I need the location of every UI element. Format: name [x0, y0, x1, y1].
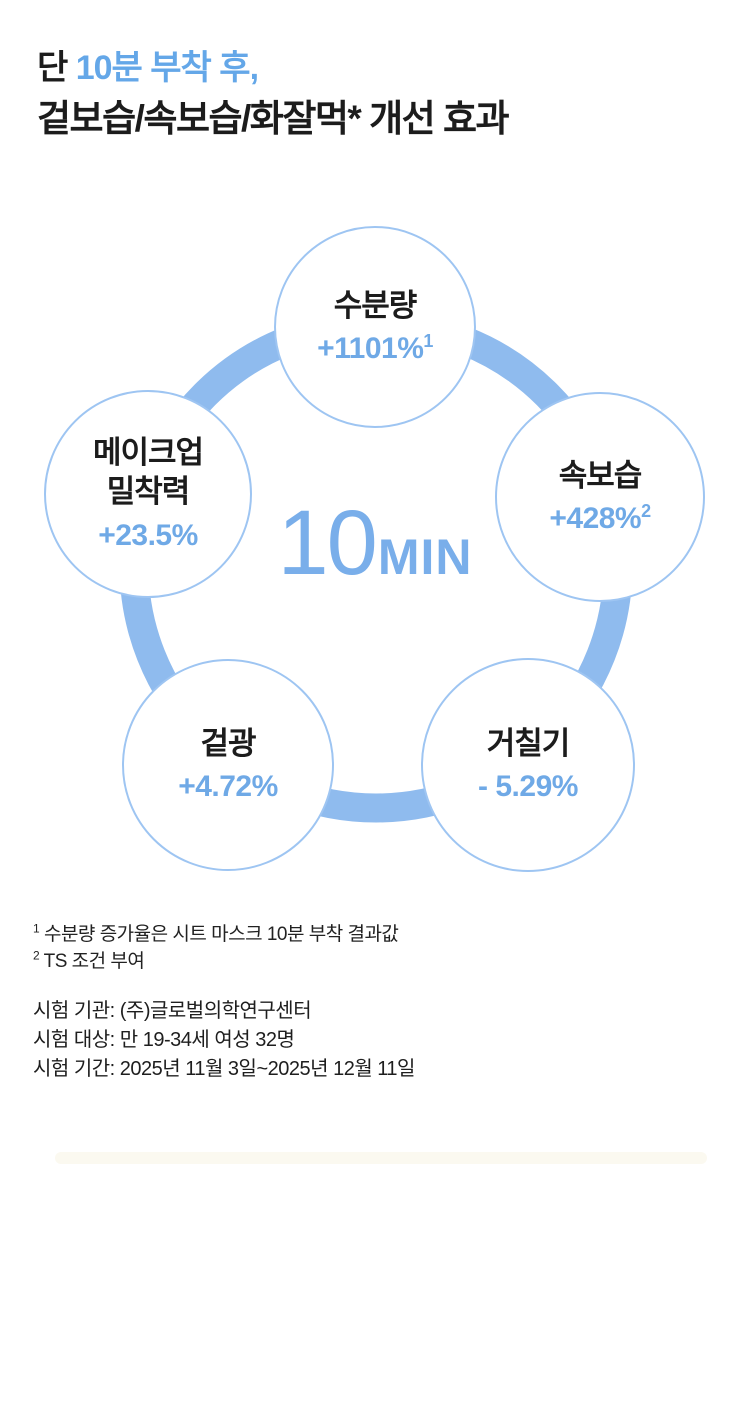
node-value: +4.72%: [178, 769, 278, 805]
test-info-period: 시험 기간: 2025년 11월 3일~2025년 12월 11일: [33, 1058, 415, 1080]
node-label: 메이크업: [92, 435, 204, 471]
node-value-text: +1101%: [317, 332, 424, 366]
node-label: 속보습: [558, 457, 643, 493]
test-info-subjects: 시험 대상: 만 19-34세 여성 32명: [33, 1029, 295, 1051]
node-value-sup: 2: [641, 501, 651, 522]
node-value: +428%2: [549, 501, 651, 537]
footnote-2-text: TS 조건 부여: [43, 951, 145, 972]
diagram-node-inner-moisture: 속보습 +428%2: [495, 392, 705, 602]
page-title: 단 10분 부착 후, 겉보습/속보습/화잘먹* 개선 효과: [37, 46, 510, 142]
node-value-sup: 1: [423, 331, 433, 352]
diagram-node-roughness: 거칠기 - 5.29%: [421, 658, 635, 872]
node-label-line2: 밀착력: [106, 474, 191, 509]
node-value: +1101%1: [317, 331, 433, 367]
test-info: 시험 기관: (주)글로벌의학연구센터 시험 대상: 만 19-34세 여성 3…: [33, 997, 415, 1084]
node-label: 겉광: [200, 725, 256, 761]
footnote-2: 2 TS 조건 부여: [33, 948, 398, 975]
node-value-text: - 5.29%: [478, 770, 578, 804]
footnotes: 1 수분량 증가율은 시트 마스크 10분 부착 결과값 2 TS 조건 부여: [33, 921, 399, 975]
faint-section-divider: [55, 1152, 707, 1164]
node-value: - 5.29%: [478, 769, 578, 805]
node-value-text: +428%: [549, 502, 642, 536]
footnote-1-marker: 1: [33, 921, 40, 936]
node-value-text: +4.72%: [178, 770, 278, 804]
duration-number: 10: [277, 492, 378, 594]
node-value: +23.5%: [98, 518, 198, 554]
diagram-node-moisture: 수분량 +1101%1: [274, 226, 476, 428]
footnote-2-marker: 2: [33, 948, 40, 963]
title-highlight: 10분 부착 후,: [75, 49, 259, 87]
test-info-institution: 시험 기관: (주)글로벌의학연구센터: [33, 1000, 312, 1022]
center-duration-label: 10 MIN: [278, 497, 473, 589]
title-line-2: 겉보습/속보습/화잘먹* 개선 효과: [37, 98, 510, 140]
duration-unit: MIN: [377, 529, 473, 585]
footnote-1-text: 수분량 증가율은 시트 마스크 10분 부착 결과값: [43, 924, 399, 945]
title-line-1: 단 10분 부착 후,: [37, 46, 508, 90]
node-value-text: +23.5%: [98, 518, 198, 552]
footnote-1: 1 수분량 증가율은 시트 마스크 10분 부착 결과값: [33, 921, 399, 948]
node-label: 거칠기: [486, 725, 571, 761]
title-prefix: 단: [37, 49, 76, 87]
node-label: 수분량: [333, 287, 418, 323]
diagram-node-makeup-adhesion: 메이크업 밀착력 +23.5%: [44, 390, 252, 598]
diagram-node-outer-glow: 겉광 +4.72%: [122, 659, 334, 871]
